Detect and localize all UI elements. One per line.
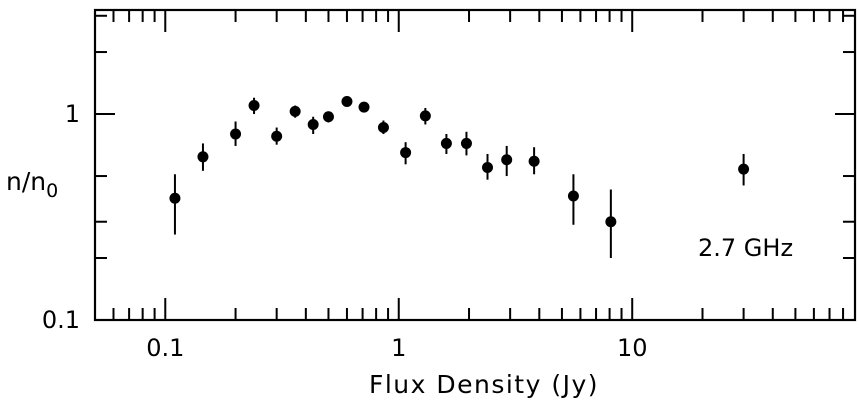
data-point bbox=[197, 151, 209, 163]
data-point bbox=[169, 192, 181, 204]
data-point bbox=[358, 101, 370, 113]
data-point bbox=[377, 122, 389, 134]
data-point bbox=[567, 190, 579, 202]
data-point bbox=[400, 147, 412, 159]
data-point bbox=[419, 110, 431, 122]
data-point bbox=[271, 130, 283, 142]
data-point bbox=[248, 100, 260, 112]
plot-frame bbox=[93, 8, 857, 322]
x-tick-label: 0.1 bbox=[146, 334, 184, 362]
y-axis-label-main: n/n bbox=[6, 167, 46, 196]
data-point bbox=[230, 128, 242, 140]
data-point bbox=[605, 216, 617, 228]
y-tick-label: 1 bbox=[65, 100, 80, 128]
data-point bbox=[289, 105, 301, 117]
data-point bbox=[501, 154, 513, 166]
tick-labels: 0.1 1 10 0.1 1 bbox=[42, 100, 648, 362]
data-point bbox=[307, 118, 319, 130]
data-point bbox=[738, 163, 750, 175]
data-point bbox=[528, 155, 540, 167]
x-tick-label: 10 bbox=[617, 334, 648, 362]
y-tick-label: 0.1 bbox=[42, 306, 80, 334]
y-axis-label: n/n0 bbox=[6, 167, 58, 202]
data-point bbox=[322, 111, 334, 123]
error-bars bbox=[173, 96, 745, 258]
data-point bbox=[341, 96, 353, 108]
x-tick-label: 1 bbox=[391, 334, 406, 362]
frequency-annotation: 2.7 GHz bbox=[698, 234, 793, 262]
axis-ticks bbox=[94, 10, 856, 321]
data-point bbox=[460, 137, 472, 149]
data-points bbox=[169, 96, 750, 228]
data-point bbox=[440, 137, 452, 149]
data-point bbox=[482, 162, 494, 174]
x-axis-label: Flux Density (Jy) bbox=[369, 370, 599, 399]
y-axis-label-subscript: 0 bbox=[46, 180, 58, 202]
